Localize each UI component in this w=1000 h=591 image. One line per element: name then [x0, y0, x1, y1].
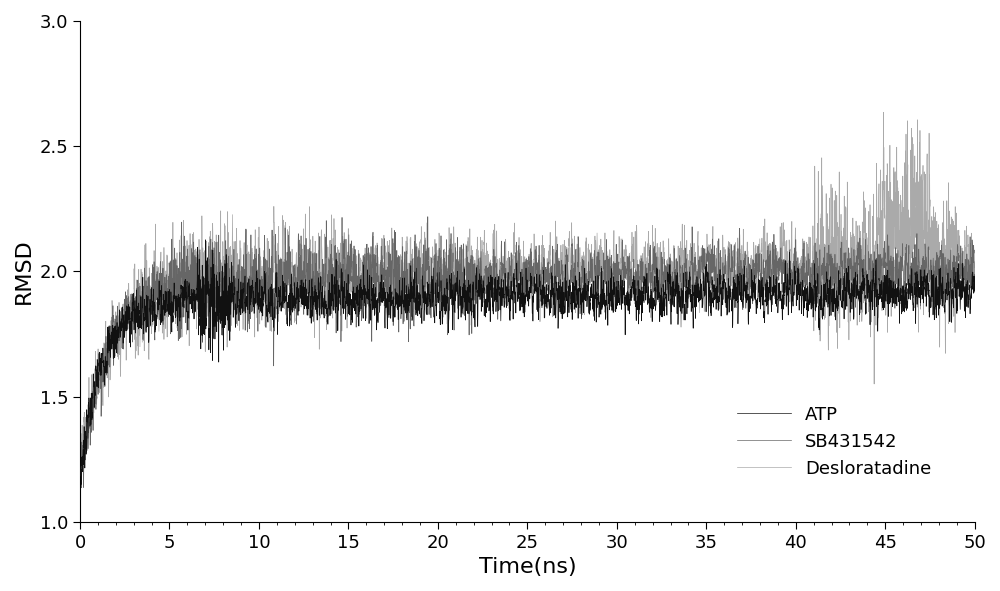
Line: SB431542: SB431542: [80, 217, 975, 488]
SB431542: [611, 262, 623, 269]
ATP: [611, 278, 623, 285]
ATP: [237, 283, 249, 290]
Line: ATP: ATP: [80, 240, 975, 485]
ATP: [656, 313, 668, 320]
SB431542: [76, 484, 88, 491]
ATP: [742, 291, 754, 298]
Y-axis label: RMSD: RMSD: [14, 238, 34, 304]
Desloratadine: [877, 109, 889, 116]
SB431542: [422, 213, 434, 220]
SB431542: [416, 264, 428, 271]
ATP: [416, 305, 428, 312]
SB431542: [969, 271, 981, 278]
ATP: [74, 454, 86, 461]
Desloratadine: [611, 277, 623, 284]
Legend: ATP, SB431542, Desloratadine: ATP, SB431542, Desloratadine: [729, 398, 939, 486]
Desloratadine: [74, 483, 86, 491]
SB431542: [742, 261, 754, 268]
Desloratadine: [237, 303, 249, 310]
Line: Desloratadine: Desloratadine: [80, 112, 975, 487]
X-axis label: Time(ns): Time(ns): [479, 557, 576, 577]
ATP: [810, 289, 822, 296]
SB431542: [237, 287, 249, 294]
SB431542: [810, 254, 822, 261]
Desloratadine: [742, 269, 754, 276]
ATP: [200, 236, 212, 243]
ATP: [75, 481, 87, 488]
ATP: [969, 288, 981, 296]
Desloratadine: [416, 282, 428, 289]
SB431542: [74, 463, 86, 470]
Desloratadine: [810, 317, 822, 324]
SB431542: [656, 271, 668, 278]
Desloratadine: [969, 264, 981, 271]
Desloratadine: [656, 280, 668, 287]
